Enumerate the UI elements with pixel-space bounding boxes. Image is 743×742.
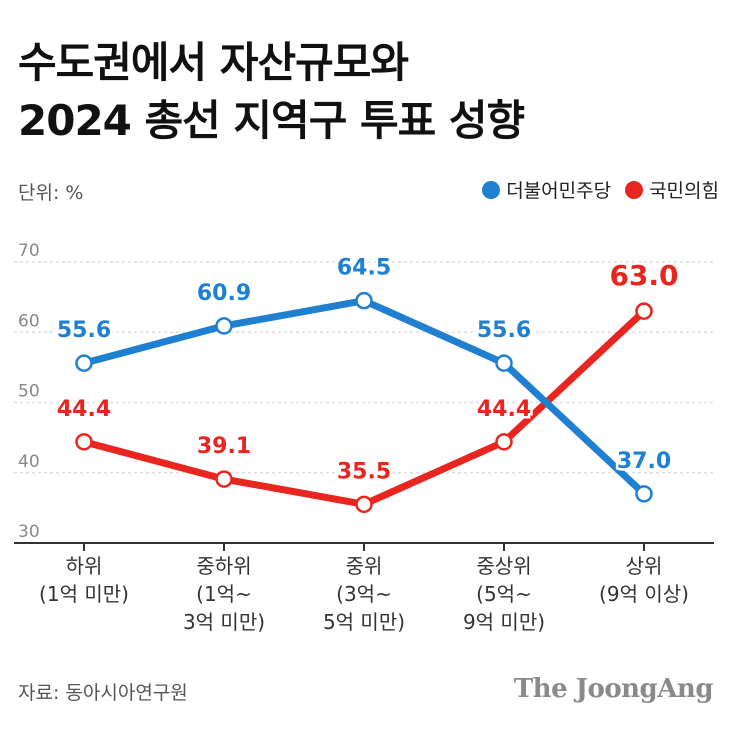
data-point-0-0: [75, 354, 93, 372]
data-label-0-3: 55.6: [477, 318, 531, 343]
data-label-1-0: 44.4: [57, 397, 111, 422]
brand-logo: The JoongAng: [513, 674, 714, 704]
legend: 더불어민주당 국민의힘: [482, 176, 719, 203]
data-point-0-1: [215, 317, 233, 335]
x-category-label-2-2: 5억 미만): [323, 610, 405, 634]
y-tick-label-40: 40: [18, 452, 40, 472]
chart-title-line1: 수도권에서 자산규모와: [18, 38, 409, 87]
x-category-label-3-2: 9억 미만): [463, 610, 545, 634]
data-point-1-4: [635, 302, 653, 320]
legend-marker-blue: [482, 180, 501, 199]
data-point-1-1: [215, 470, 233, 488]
unit-label: 단위: %: [18, 182, 84, 204]
data-point-0-2: [355, 291, 373, 310]
data-label-1-2: 35.5: [337, 459, 391, 484]
data-label-1-3: 44.4: [477, 397, 531, 422]
legend-label-ppp: 국민의힘: [649, 180, 719, 202]
y-tick-label-70: 70: [18, 241, 40, 261]
x-category-label-2-1: (3억~: [336, 582, 392, 606]
x-category-label-4-1: (9억 이상): [599, 582, 689, 606]
data-label-1-4: 63.0: [609, 259, 678, 292]
legend-item-ppp: 국민의힘: [625, 176, 719, 203]
x-category-label-4-0: 상위: [626, 554, 663, 578]
x-category-label-1-1: (1억~: [196, 582, 252, 606]
y-tick-label-30: 30: [18, 522, 40, 542]
legend-marker-red: [625, 180, 644, 199]
x-category-label-2-0: 중위: [346, 554, 383, 578]
legend-item-minjoo: 더불어민주당: [482, 176, 611, 203]
chart-title-line2: 2024 총선 지역구 투표 성향: [18, 96, 525, 145]
x-category-label-3-0: 중상위: [476, 554, 531, 578]
x-category-label-1-2: 3억 미만): [183, 610, 265, 634]
data-point-1-3: [495, 433, 513, 451]
data-label-0-2: 64.5: [337, 256, 391, 281]
x-category-label-1-0: 중하위: [196, 554, 251, 578]
data-point-0-3: [495, 354, 513, 372]
y-tick-label-60: 60: [18, 311, 40, 331]
data-label-1-1: 39.1: [197, 434, 251, 459]
legend-label-minjoo: 더불어민주당: [506, 180, 612, 202]
data-label-0-1: 60.9: [197, 281, 251, 306]
data-point-1-0: [75, 433, 93, 451]
y-tick-label-50: 50: [18, 382, 40, 402]
x-category-label-0-1: (1억 미만): [39, 582, 129, 606]
data-label-0-4: 37.0: [617, 449, 671, 474]
source-note: 자료: 동아시아연구원: [18, 682, 188, 704]
x-category-label-3-1: (5억~: [476, 582, 532, 606]
data-point-1-2: [355, 495, 373, 514]
chart-title: 수도권에서 자산규모와 2024 총선 지역구 투표 성향: [18, 34, 525, 150]
data-label-0-0: 55.6: [57, 318, 111, 343]
x-category-label-0-0: 하위: [66, 554, 103, 578]
data-point-0-4: [635, 485, 653, 503]
